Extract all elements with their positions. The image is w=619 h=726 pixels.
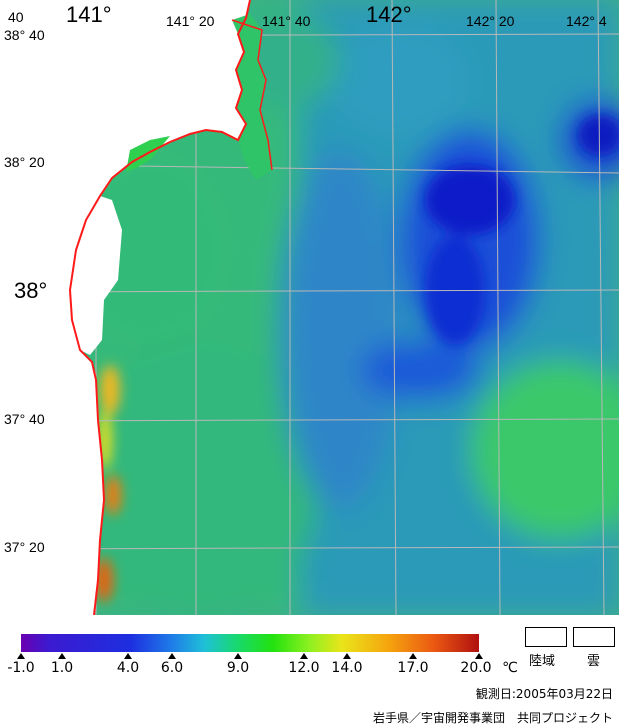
tick-mark — [58, 653, 66, 659]
lat-label-37-20: 37° 20 — [4, 539, 45, 555]
tick-label: 6.0 — [160, 660, 184, 676]
tick-mark — [300, 653, 308, 659]
tick-mark — [234, 653, 242, 659]
lon-label-142-20: 142° 20 — [466, 13, 515, 29]
tick-label: 14.0 — [331, 660, 363, 676]
tick-mark — [17, 653, 25, 659]
tick-label: 4.0 — [116, 660, 140, 676]
corner-label: 40 — [8, 9, 24, 25]
sea-surface-temperature-map — [0, 0, 619, 615]
lon-label-142-40: 142° 4 — [566, 13, 607, 29]
tick-label: 17.0 — [397, 660, 429, 676]
lat-label-38-20: 38° 20 — [4, 154, 45, 170]
observation-date: 観測日:2005年03月22日 — [475, 687, 613, 701]
lon-label-142: 142° — [366, 2, 412, 27]
tick-label: 9.0 — [226, 660, 250, 676]
tick-label: 12.0 — [288, 660, 320, 676]
cloud-label: 雲 — [587, 654, 601, 669]
lon-label-141-40: 141° 40 — [262, 13, 311, 29]
temperature-colorbar — [21, 634, 479, 652]
lat-label-38: 38° — [14, 278, 48, 303]
tick-label: 20.0 — [460, 660, 492, 676]
tick-mark — [124, 653, 132, 659]
legend-panel: -1.0 1.0 4.0 6.0 9.0 12.0 14.0 17.0 20.0… — [0, 615, 619, 725]
tick-label: -1.0 — [7, 660, 35, 676]
tick-mark — [475, 653, 483, 659]
tick-mark — [409, 653, 417, 659]
tick-label: 1.0 — [50, 660, 74, 676]
land-label: 陸域 — [529, 654, 556, 669]
tick-mark — [343, 653, 351, 659]
land-swatch — [525, 627, 567, 647]
lat-label-38-40: 38° 40 — [4, 27, 45, 43]
lon-label-141: 141° — [66, 2, 112, 27]
tick-mark — [168, 653, 176, 659]
unit-label: ℃ — [502, 660, 518, 676]
lon-label-141-20: 141° 20 — [166, 13, 215, 29]
credit-text: 岩手県／宇宙開発事業団 共同プロジェクト — [372, 711, 613, 725]
lat-label-37-40: 37° 40 — [4, 411, 45, 427]
cloud-swatch — [573, 627, 615, 647]
